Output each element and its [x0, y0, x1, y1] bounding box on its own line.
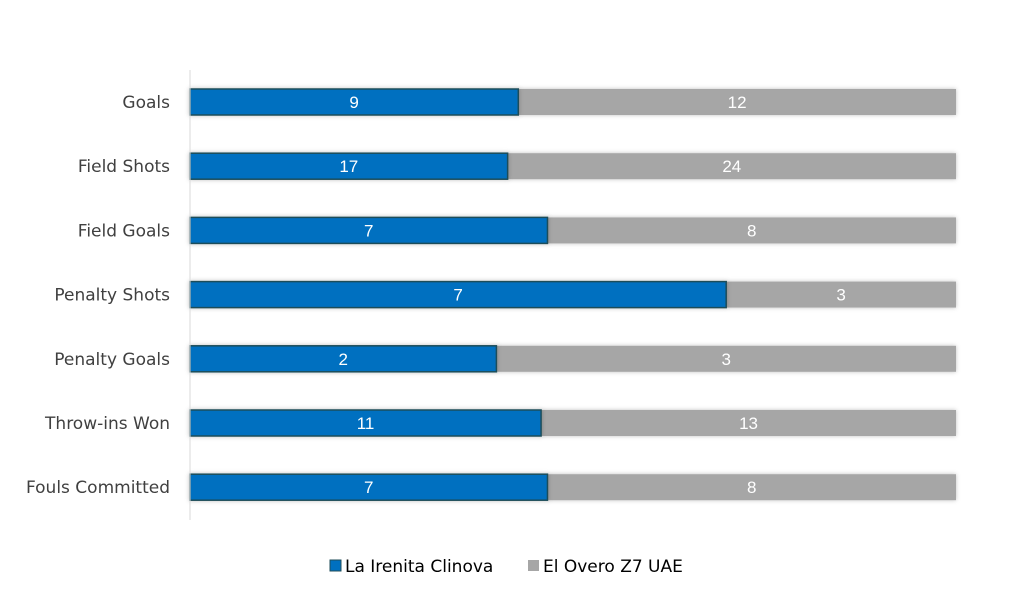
data-label: 9: [349, 93, 358, 112]
legend: La Irenita Clinova El Overo Z7 UAE: [329, 557, 683, 577]
data-label: 11: [357, 414, 375, 433]
category-label: Fouls Committed: [26, 478, 170, 498]
category-label: Field Shots: [78, 157, 170, 177]
category-label: Throw-ins Won: [44, 414, 170, 434]
bar-el-overo-z7-uae: [547, 474, 956, 501]
bar-la-irenita-clinova: [189, 345, 498, 373]
bar-la-irenita-clinova: [189, 280, 727, 309]
data-label: 8: [747, 478, 756, 497]
bar-la-irenita-clinova: [189, 216, 549, 245]
category-label: Field Goals: [78, 221, 170, 241]
legend-label: La Irenita Clinova: [345, 557, 493, 577]
data-label: 12: [728, 93, 747, 112]
legend-label: El Overo Z7 UAE: [543, 557, 683, 577]
bar-el-overo-z7-uae: [541, 410, 956, 436]
data-label: 3: [721, 350, 730, 369]
data-label: 2: [338, 350, 347, 369]
bar-el-overo-z7-uae: [496, 345, 956, 372]
data-label: 7: [364, 221, 373, 240]
data-label: 7: [453, 286, 462, 305]
category-label: Goals: [122, 93, 170, 113]
legend-swatch: [528, 560, 539, 571]
data-label: 8: [747, 221, 756, 240]
category-label: Penalty Goals: [54, 350, 170, 370]
bar-la-irenita-clinova: [189, 473, 549, 501]
bar-el-overo-z7-uae: [726, 281, 956, 308]
bar-el-overo-z7-uae: [518, 89, 956, 115]
data-label: 17: [339, 157, 358, 176]
data-label: 13: [739, 414, 758, 433]
data-label: 3: [836, 286, 845, 305]
category-label: Penalty Shots: [54, 286, 170, 306]
bar-el-overo-z7-uae: [547, 217, 956, 244]
bar-la-irenita-clinova: [189, 88, 520, 116]
legend-swatch: [329, 559, 342, 572]
bar-el-overo-z7-uae: [507, 153, 956, 180]
data-label: 7: [364, 478, 373, 497]
data-label: 24: [722, 157, 741, 176]
